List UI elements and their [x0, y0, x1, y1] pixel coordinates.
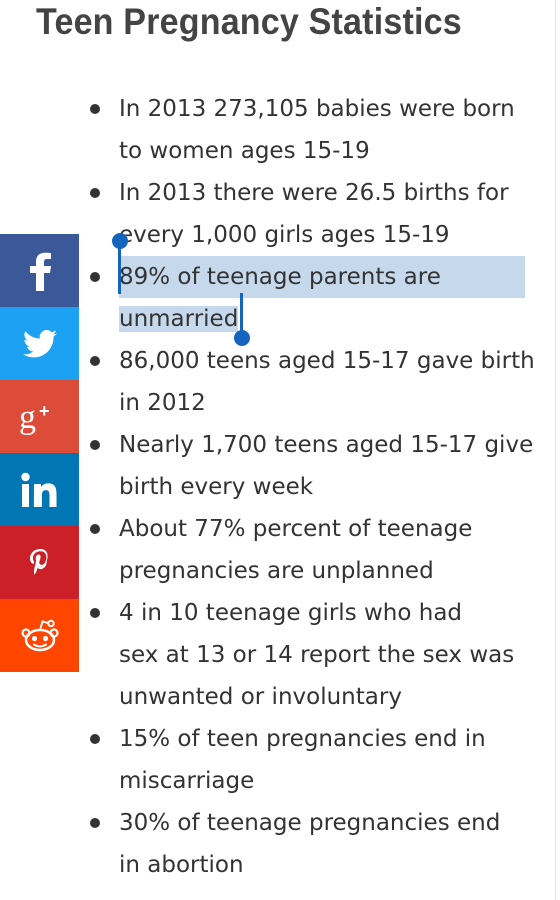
list-item-text: 86,000 teens aged 15-17 gave birth — [119, 348, 535, 374]
linkedin-icon — [20, 472, 60, 508]
facebook-share-button[interactable] — [0, 234, 79, 307]
list-item-text: sex at 13 or 14 report the sex was — [119, 642, 515, 668]
list-item: 4 in 10 teenage girls who had sex at 13 o… — [90, 592, 532, 718]
list-item: About 77% percent of teenage pregnancies … — [90, 508, 532, 592]
content-divider — [555, 0, 556, 900]
facebook-icon — [25, 251, 55, 291]
google-plus-icon: g + — [18, 397, 62, 437]
list-item-text: 30% of teenage pregnancies end — [119, 810, 501, 836]
list-item-text: In 2013 273,105 babies were born — [119, 96, 515, 122]
page-title: Teen Pregnancy Statistics — [36, 1, 462, 42]
list-item-text: 4 in 10 teenage girls who had — [119, 600, 463, 626]
social-share-bar: g + — [0, 234, 79, 672]
pinterest-icon — [29, 548, 50, 577]
list-item-text: 89% of teenage parents are — [119, 256, 525, 298]
list-item: 86,000 teens aged 15-17 gave birth in 201… — [90, 340, 535, 424]
twitter-icon — [22, 329, 57, 358]
list-item: 15% of teen pregnancies end in miscarriag… — [90, 718, 532, 802]
list-item-text: birth every week — [119, 474, 314, 500]
list-item: In 2013 273,105 babies were born to women… — [90, 88, 532, 172]
list-item-text: pregnancies are unplanned — [119, 558, 434, 584]
list-item-text: in 2012 — [119, 390, 206, 416]
list-item: In 2013 there were 26.5 births for every … — [90, 172, 532, 256]
list-item-text: Nearly 1,700 teens aged 15-17 give — [119, 432, 534, 458]
list-item-text: to women ages 15-19 — [119, 138, 370, 164]
list-item-text: in abortion — [119, 852, 244, 878]
list-item-selected: 89% of teenage parents are unmarried — [90, 256, 532, 340]
list-item: Nearly 1,700 teens aged 15-17 give birth … — [90, 424, 534, 508]
pinterest-share-button[interactable] — [0, 526, 79, 599]
list-item-text: unmarried — [119, 306, 239, 332]
list-item-text: unwanted or involuntary — [119, 684, 402, 710]
svg-text:g: g — [19, 399, 36, 436]
list-item-text: every 1,000 girls ages 15-19 — [119, 222, 450, 248]
google-plus-share-button[interactable]: g + — [0, 380, 79, 453]
twitter-share-button[interactable] — [0, 307, 79, 380]
svg-text:+: + — [39, 401, 50, 421]
linkedin-share-button[interactable] — [0, 453, 79, 526]
statistics-list: In 2013 273,105 babies were born to women… — [90, 88, 535, 886]
reddit-icon — [20, 618, 60, 654]
list-item-text: About 77% percent of teenage — [119, 516, 473, 542]
list-item: 30% of teenage pregnancies end in abortio… — [90, 802, 532, 886]
list-item-text: miscarriage — [119, 768, 255, 794]
list-item-text: In 2013 there were 26.5 births for — [119, 180, 509, 206]
reddit-share-button[interactable] — [0, 599, 79, 672]
list-item-text: 15% of teen pregnancies end in — [119, 726, 486, 752]
